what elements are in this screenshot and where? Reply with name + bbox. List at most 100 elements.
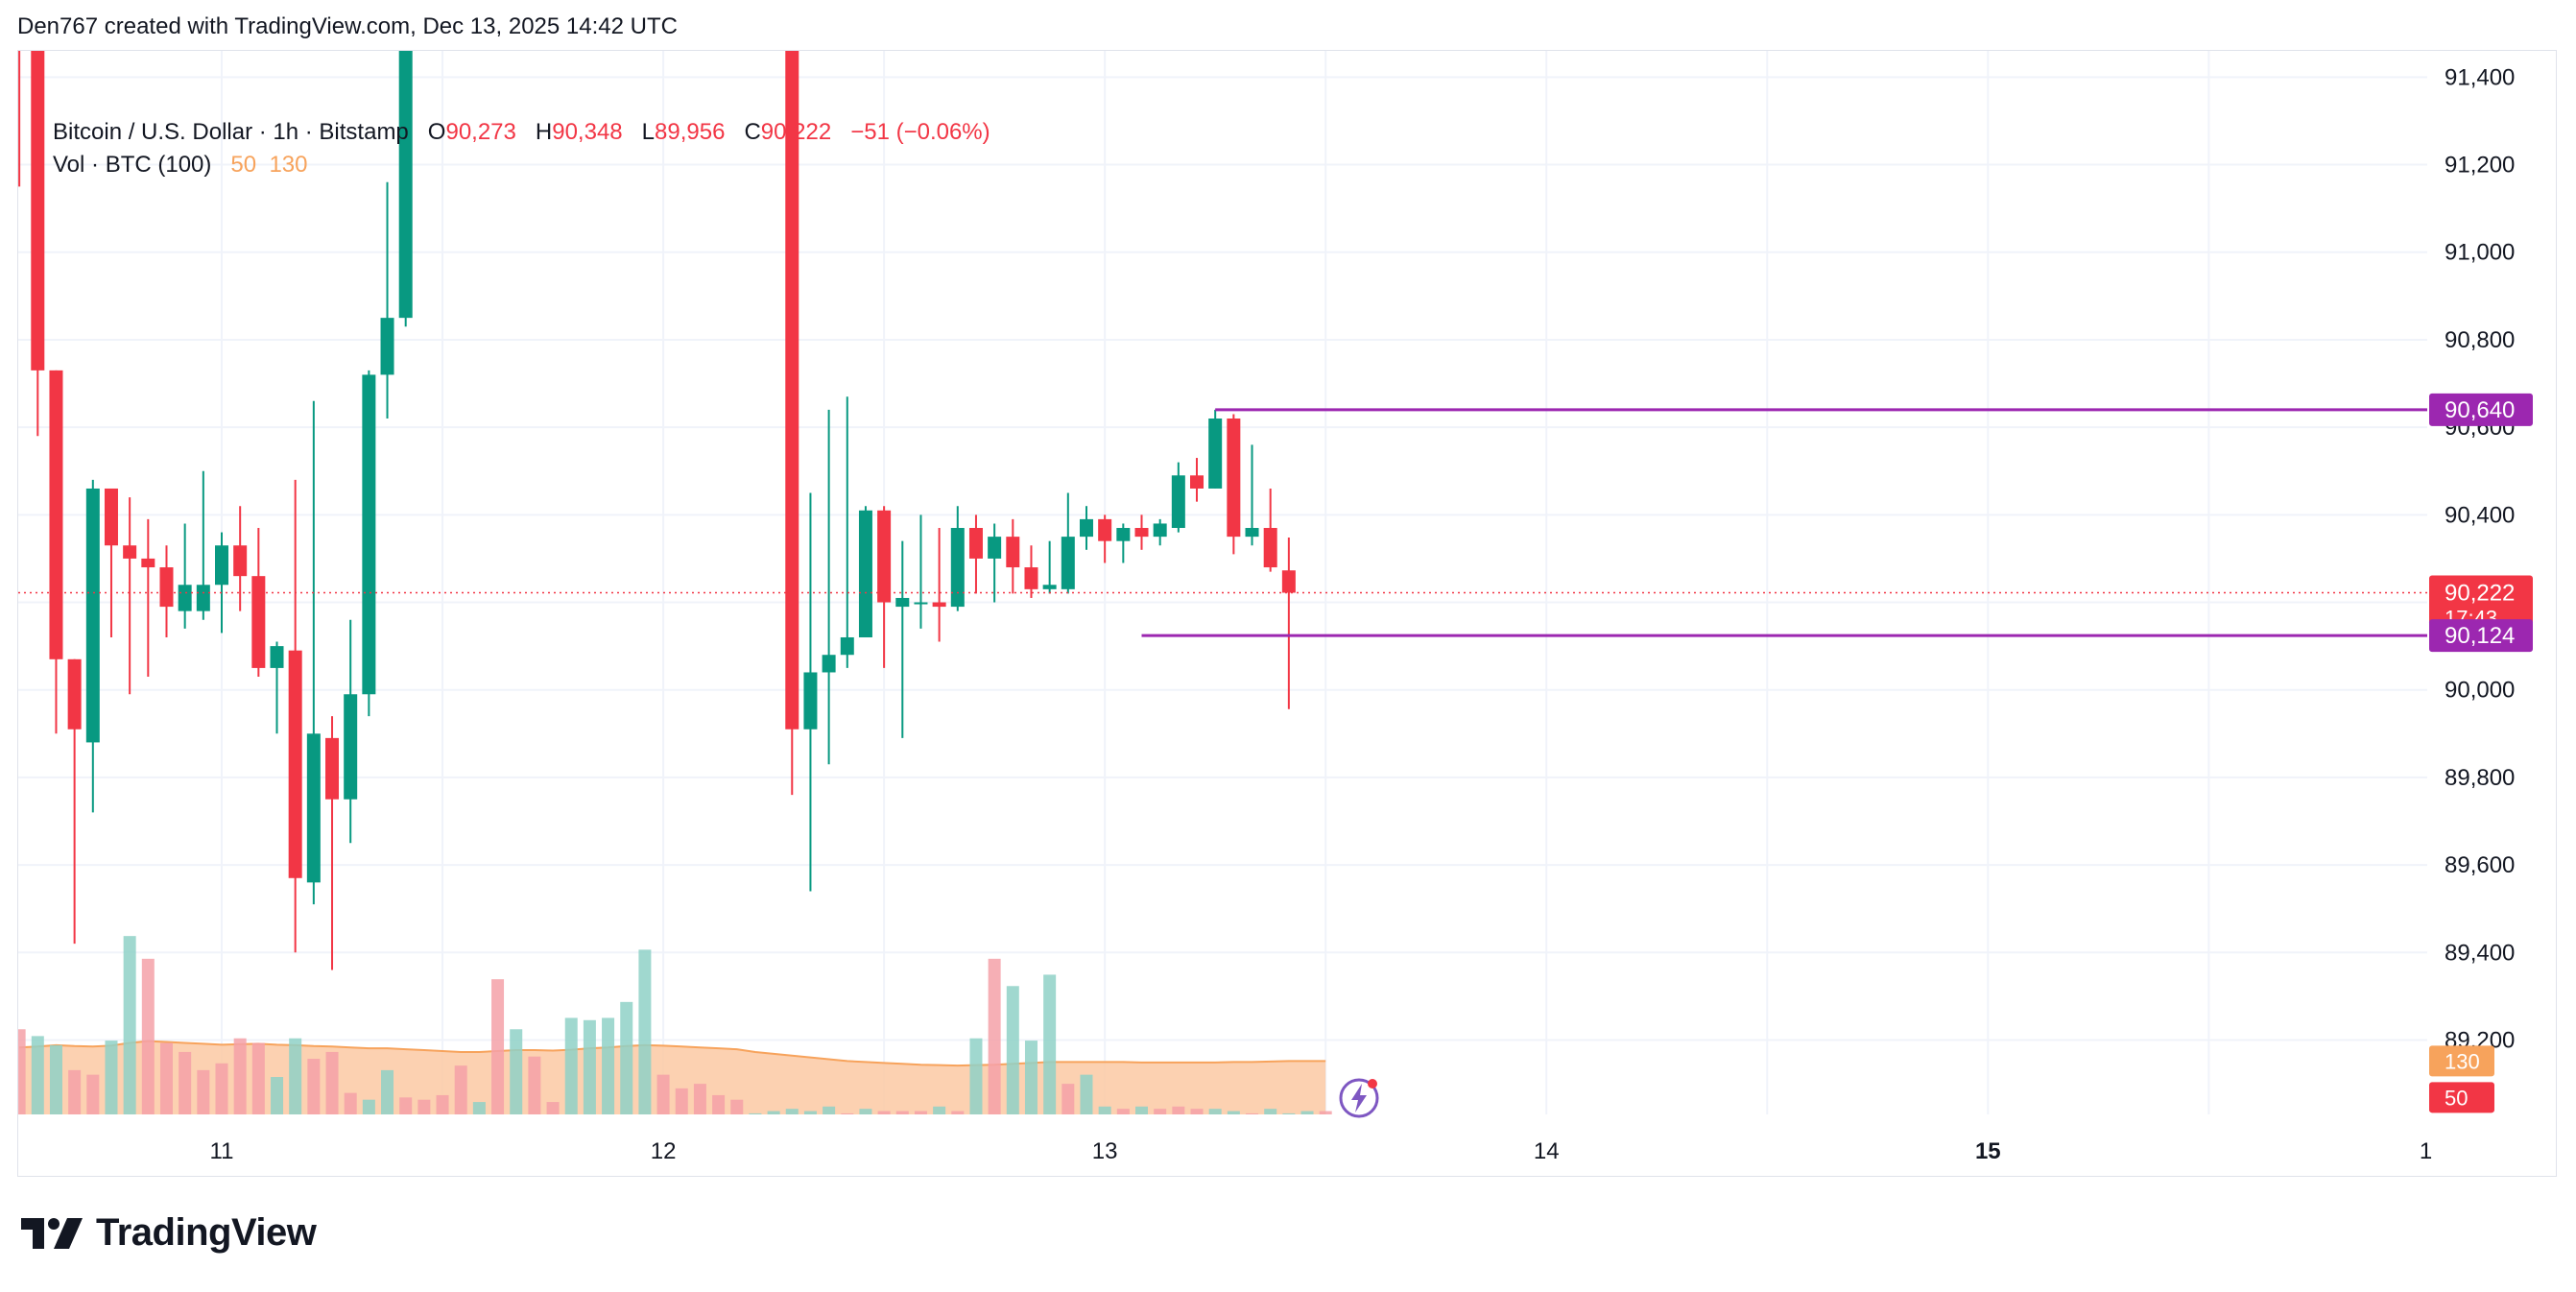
volume-bar bbox=[362, 1099, 375, 1114]
change-value: −51 (−0.06%) bbox=[850, 119, 990, 145]
candle-body bbox=[1134, 528, 1149, 538]
tradingview-brand[interactable]: TradingView bbox=[19, 1211, 317, 1255]
candle-body bbox=[251, 576, 266, 668]
candle-body bbox=[159, 567, 174, 608]
volume-bar bbox=[730, 1099, 744, 1114]
candle-body bbox=[822, 655, 836, 673]
time-tick-label: 15 bbox=[1975, 1138, 2001, 1164]
volume-bar bbox=[620, 1001, 633, 1114]
volume-bar bbox=[1061, 1084, 1075, 1114]
volume-bar bbox=[712, 1094, 726, 1114]
candle-body bbox=[1208, 419, 1223, 489]
volume-bar bbox=[1116, 1109, 1130, 1114]
close-label: C bbox=[744, 119, 761, 145]
candle-body bbox=[196, 585, 210, 611]
volume-bar bbox=[823, 1106, 836, 1114]
plot-area[interactable] bbox=[18, 51, 2427, 1120]
volume-bar bbox=[933, 1106, 946, 1114]
volume-bar bbox=[785, 1109, 799, 1114]
volume-value-label: 50 bbox=[2445, 1086, 2468, 1110]
volume-bar bbox=[1264, 1109, 1277, 1114]
candle-body bbox=[362, 374, 376, 695]
volume-bar bbox=[877, 1111, 891, 1114]
volume-bar bbox=[1154, 1109, 1167, 1114]
candle-body bbox=[1263, 528, 1277, 568]
snapshot-lightning-icon[interactable] bbox=[1336, 1075, 1382, 1121]
high-label: H bbox=[535, 119, 553, 145]
volume-ma-area bbox=[19, 1041, 1326, 1114]
close-value: 90,222 bbox=[760, 119, 832, 145]
volume-bar bbox=[325, 1051, 339, 1114]
volume-bar bbox=[988, 958, 1001, 1114]
volume-bar bbox=[1208, 1109, 1222, 1114]
volume-bar bbox=[271, 1077, 284, 1114]
volume-value-badge bbox=[2429, 1082, 2494, 1113]
candle-body bbox=[1006, 537, 1020, 568]
price-tick-label: 89,600 bbox=[2445, 852, 2515, 878]
volume-bar bbox=[1300, 1111, 1314, 1114]
time-tick-label: 13 bbox=[1092, 1138, 1118, 1164]
high-value: 90,348 bbox=[552, 119, 623, 145]
candle-body bbox=[1042, 585, 1057, 589]
candle-body bbox=[988, 537, 1002, 559]
candle-body bbox=[104, 488, 118, 546]
candle-body bbox=[1171, 475, 1185, 529]
volume-bar bbox=[289, 1038, 302, 1114]
price-tick-label: 89,800 bbox=[2445, 765, 2515, 791]
volume-bar bbox=[1006, 986, 1019, 1114]
candle-body bbox=[233, 545, 248, 577]
volume-bar bbox=[491, 979, 505, 1114]
level-price-label: 90,640 bbox=[2445, 397, 2515, 423]
volume-bar bbox=[564, 1017, 578, 1114]
time-tick-label: 1 bbox=[2420, 1138, 2432, 1164]
volume-bar bbox=[1080, 1074, 1093, 1114]
volume-bar bbox=[675, 1088, 688, 1114]
volume-bar bbox=[1246, 1113, 1259, 1114]
volume-bar bbox=[1135, 1106, 1148, 1114]
chart-legend: Bitcoin / U.S. Dollar · 1h · Bitstamp O9… bbox=[53, 116, 990, 181]
open-value: 90,273 bbox=[445, 119, 516, 145]
volume-bar bbox=[1098, 1106, 1111, 1114]
candlestick-chart[interactable]: 89,20089,40089,60089,80090,00090,20090,4… bbox=[18, 51, 2558, 1178]
candle-body bbox=[178, 585, 192, 611]
candle-body bbox=[1079, 518, 1093, 538]
volume-bar bbox=[1043, 974, 1057, 1114]
level-price-badge bbox=[2429, 619, 2533, 653]
volume-bar bbox=[472, 1102, 486, 1114]
candle-body bbox=[932, 602, 946, 608]
candle-body bbox=[1245, 528, 1259, 538]
price-legend-row: Bitcoin / U.S. Dollar · 1h · Bitstamp O9… bbox=[53, 116, 990, 149]
candle-body bbox=[950, 528, 965, 608]
volume-bar bbox=[546, 1102, 560, 1114]
candle-body bbox=[49, 370, 63, 659]
volume-bar bbox=[859, 1109, 872, 1114]
volume-bar bbox=[914, 1111, 927, 1114]
volume-bar bbox=[399, 1097, 413, 1114]
candle-body bbox=[325, 737, 340, 800]
volume-label[interactable]: Vol · BTC (100) bbox=[53, 152, 212, 178]
volume-bar bbox=[86, 1074, 100, 1114]
candle-body bbox=[1281, 570, 1296, 593]
volume-bar bbox=[1282, 1113, 1296, 1114]
volume-bar bbox=[68, 1069, 82, 1114]
volume-bar bbox=[141, 958, 155, 1114]
open-label: O bbox=[427, 119, 446, 145]
candle-body bbox=[344, 694, 358, 800]
level-price-badge bbox=[2429, 393, 2533, 426]
chart-frame: 89,20089,40089,60089,80090,00090,20090,4… bbox=[17, 50, 2557, 1177]
volume-value-2: 130 bbox=[269, 152, 308, 178]
level-price-label: 90,124 bbox=[2445, 623, 2515, 649]
candle-body bbox=[803, 672, 818, 730]
candle-body bbox=[1116, 528, 1131, 541]
volume-bar bbox=[233, 1038, 247, 1114]
volume-bar bbox=[251, 1042, 265, 1114]
candle-body bbox=[895, 597, 910, 608]
price-tick-label: 90,000 bbox=[2445, 678, 2515, 704]
price-tick-label: 90,400 bbox=[2445, 502, 2515, 528]
candle-body bbox=[85, 488, 100, 743]
volume-bar bbox=[951, 1111, 965, 1114]
symbol-label[interactable]: Bitcoin / U.S. Dollar · 1h · Bitstamp bbox=[53, 119, 409, 145]
tradingview-logo-icon bbox=[21, 1217, 83, 1249]
time-tick-label: 14 bbox=[1534, 1138, 1560, 1164]
volume-bar bbox=[803, 1111, 817, 1114]
